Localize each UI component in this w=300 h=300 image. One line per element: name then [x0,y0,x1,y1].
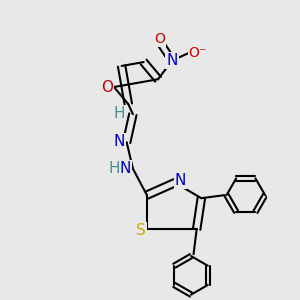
Text: O: O [154,32,165,46]
Text: N: N [119,161,131,176]
Text: O: O [101,80,113,94]
Text: N: N [167,53,178,68]
Text: H: H [109,160,120,175]
Text: H: H [113,106,124,121]
Text: S: S [136,224,146,238]
Text: N: N [113,134,124,149]
Text: O⁻: O⁻ [189,46,207,60]
Text: N: N [175,173,186,188]
